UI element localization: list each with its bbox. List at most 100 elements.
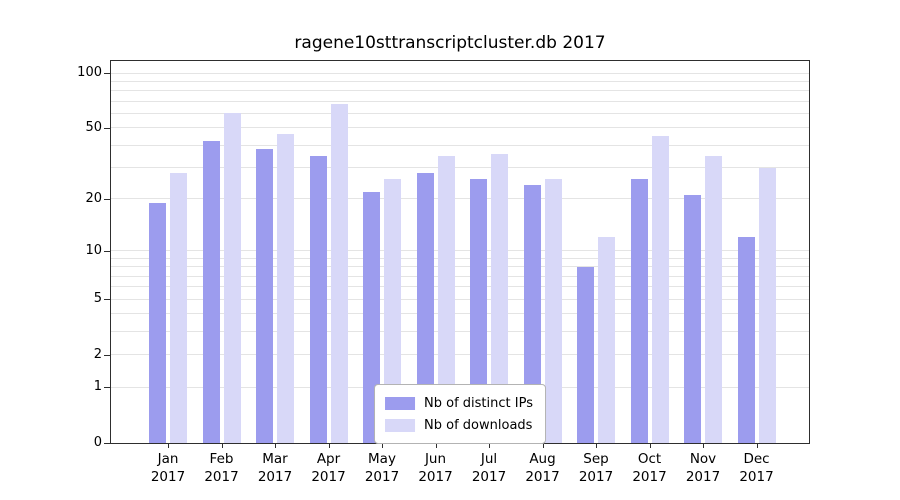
x-tick-label-year: 2017 [418, 469, 453, 485]
legend-label-downloads: Nb of downloads [424, 417, 533, 433]
legend-item-downloads: Nb of downloads [385, 414, 533, 436]
x-tick-label-year: 2017 [204, 469, 239, 485]
gridline [110, 275, 810, 277]
x-tick-label-month: Apr [316, 451, 341, 467]
x-tick-label: Jun 2017 [408, 450, 464, 486]
gridline [110, 100, 810, 102]
x-tick-mark [649, 444, 651, 448]
bar-downloads [491, 153, 508, 443]
bar-distinct-ips [149, 202, 166, 443]
x-tick-label-month: Sep [583, 451, 609, 467]
gridline [110, 144, 810, 146]
bar-distinct-ips [202, 141, 220, 443]
bar-distinct-ips [309, 155, 327, 443]
gridline [110, 313, 810, 315]
bar-distinct-ips [737, 237, 755, 443]
y-axis-line [110, 60, 111, 444]
right-spine [809, 60, 810, 444]
y-tick-mark [104, 73, 110, 74]
x-tick-label-year: 2017 [311, 469, 346, 485]
x-tick-mark [221, 444, 223, 448]
bar-distinct-ips [470, 178, 487, 443]
y-tick-label: 10 [85, 242, 102, 258]
x-tick-label: Feb 2017 [194, 450, 250, 486]
x-tick-label-year: 2017 [257, 469, 293, 485]
gridline [110, 250, 810, 252]
x-tick-label: Aug 2017 [515, 450, 571, 486]
bar-distinct-ips [684, 195, 701, 443]
x-tick-label-year: 2017 [150, 469, 186, 485]
x-tick-label-month: May [368, 451, 396, 467]
y-tick-mark [104, 127, 110, 129]
x-tick-label-month: Jan [157, 451, 179, 467]
x-tick-label-year: 2017 [578, 469, 614, 485]
x-tick-label-month: Nov [689, 451, 717, 467]
gridline [110, 286, 810, 288]
bar-downloads [384, 178, 401, 443]
x-tick-mark [382, 444, 383, 448]
y-tick-label: 5 [93, 291, 102, 307]
x-tick-label: Jul 2017 [461, 450, 517, 486]
x-tick-label-month: Jun [424, 451, 447, 467]
x-tick-label-year: 2017 [471, 469, 507, 485]
gridline [110, 72, 810, 74]
gridline [110, 80, 810, 82]
bar-downloads [223, 113, 241, 443]
top-spine [110, 60, 810, 61]
bar-downloads [705, 155, 722, 443]
bar-downloads [598, 237, 615, 443]
x-tick-mark [703, 444, 704, 448]
x-tick-label: Dec 2017 [729, 450, 785, 486]
x-tick-mark [489, 444, 490, 448]
y-tick-mark [104, 299, 110, 301]
y-tick-label: 100 [77, 65, 102, 80]
gridline [110, 354, 810, 356]
x-tick-label: Oct 2017 [622, 450, 678, 486]
x-tick-label-month: Feb [209, 451, 234, 467]
x-tick-label-month: Mar [262, 451, 288, 467]
x-tick-mark [756, 444, 758, 448]
x-tick-label: Nov 2017 [675, 450, 731, 486]
bar-distinct-ips [363, 191, 380, 443]
gridline [110, 266, 810, 268]
bar-distinct-ips [256, 149, 273, 443]
y-tick-mark [104, 198, 110, 200]
x-tick-mark [168, 444, 169, 448]
x-tick-mark [275, 444, 276, 448]
gridline [110, 257, 810, 259]
x-tick-label-year: 2017 [364, 469, 400, 485]
gridline [110, 298, 810, 300]
x-tick-label: May 2017 [354, 450, 410, 486]
bar-downloads [758, 167, 776, 443]
x-tick-label-month: Jul [480, 451, 498, 467]
bar-downloads [651, 136, 669, 443]
legend-swatch-downloads [385, 418, 416, 432]
gridline [110, 112, 810, 114]
y-tick-mark [104, 250, 110, 252]
x-tick-mark [328, 444, 330, 448]
y-tick-mark [104, 443, 110, 444]
gridline [110, 127, 810, 129]
y-tick-label: 50 [85, 119, 102, 135]
bar-distinct-ips [523, 184, 541, 443]
plot-area [110, 60, 810, 443]
bar-downloads [330, 103, 348, 443]
x-tick-label-year: 2017 [739, 469, 774, 485]
bar-distinct-ips [416, 173, 434, 443]
x-tick-label-year: 2017 [685, 469, 721, 485]
legend-label-distinct-ips: Nb of distinct IPs [424, 395, 533, 411]
x-tick-mark [542, 444, 544, 448]
gridline [110, 331, 810, 333]
legend-swatch-distinct-ips [385, 396, 416, 410]
x-tick-label-month: Oct [637, 451, 662, 467]
legend: Nb of distinct IPs Nb of downloads [374, 384, 546, 444]
legend-item-distinct-ips: Nb of distinct IPs [385, 392, 533, 414]
x-tick-label: Apr 2017 [301, 450, 357, 486]
bar-downloads [277, 134, 294, 443]
x-tick-label-month: Aug [529, 451, 556, 467]
x-tick-label: Sep 2017 [568, 450, 624, 486]
x-tick-label: Mar 2017 [247, 450, 303, 486]
x-tick-label-year: 2017 [525, 469, 560, 485]
gridline [110, 90, 810, 92]
